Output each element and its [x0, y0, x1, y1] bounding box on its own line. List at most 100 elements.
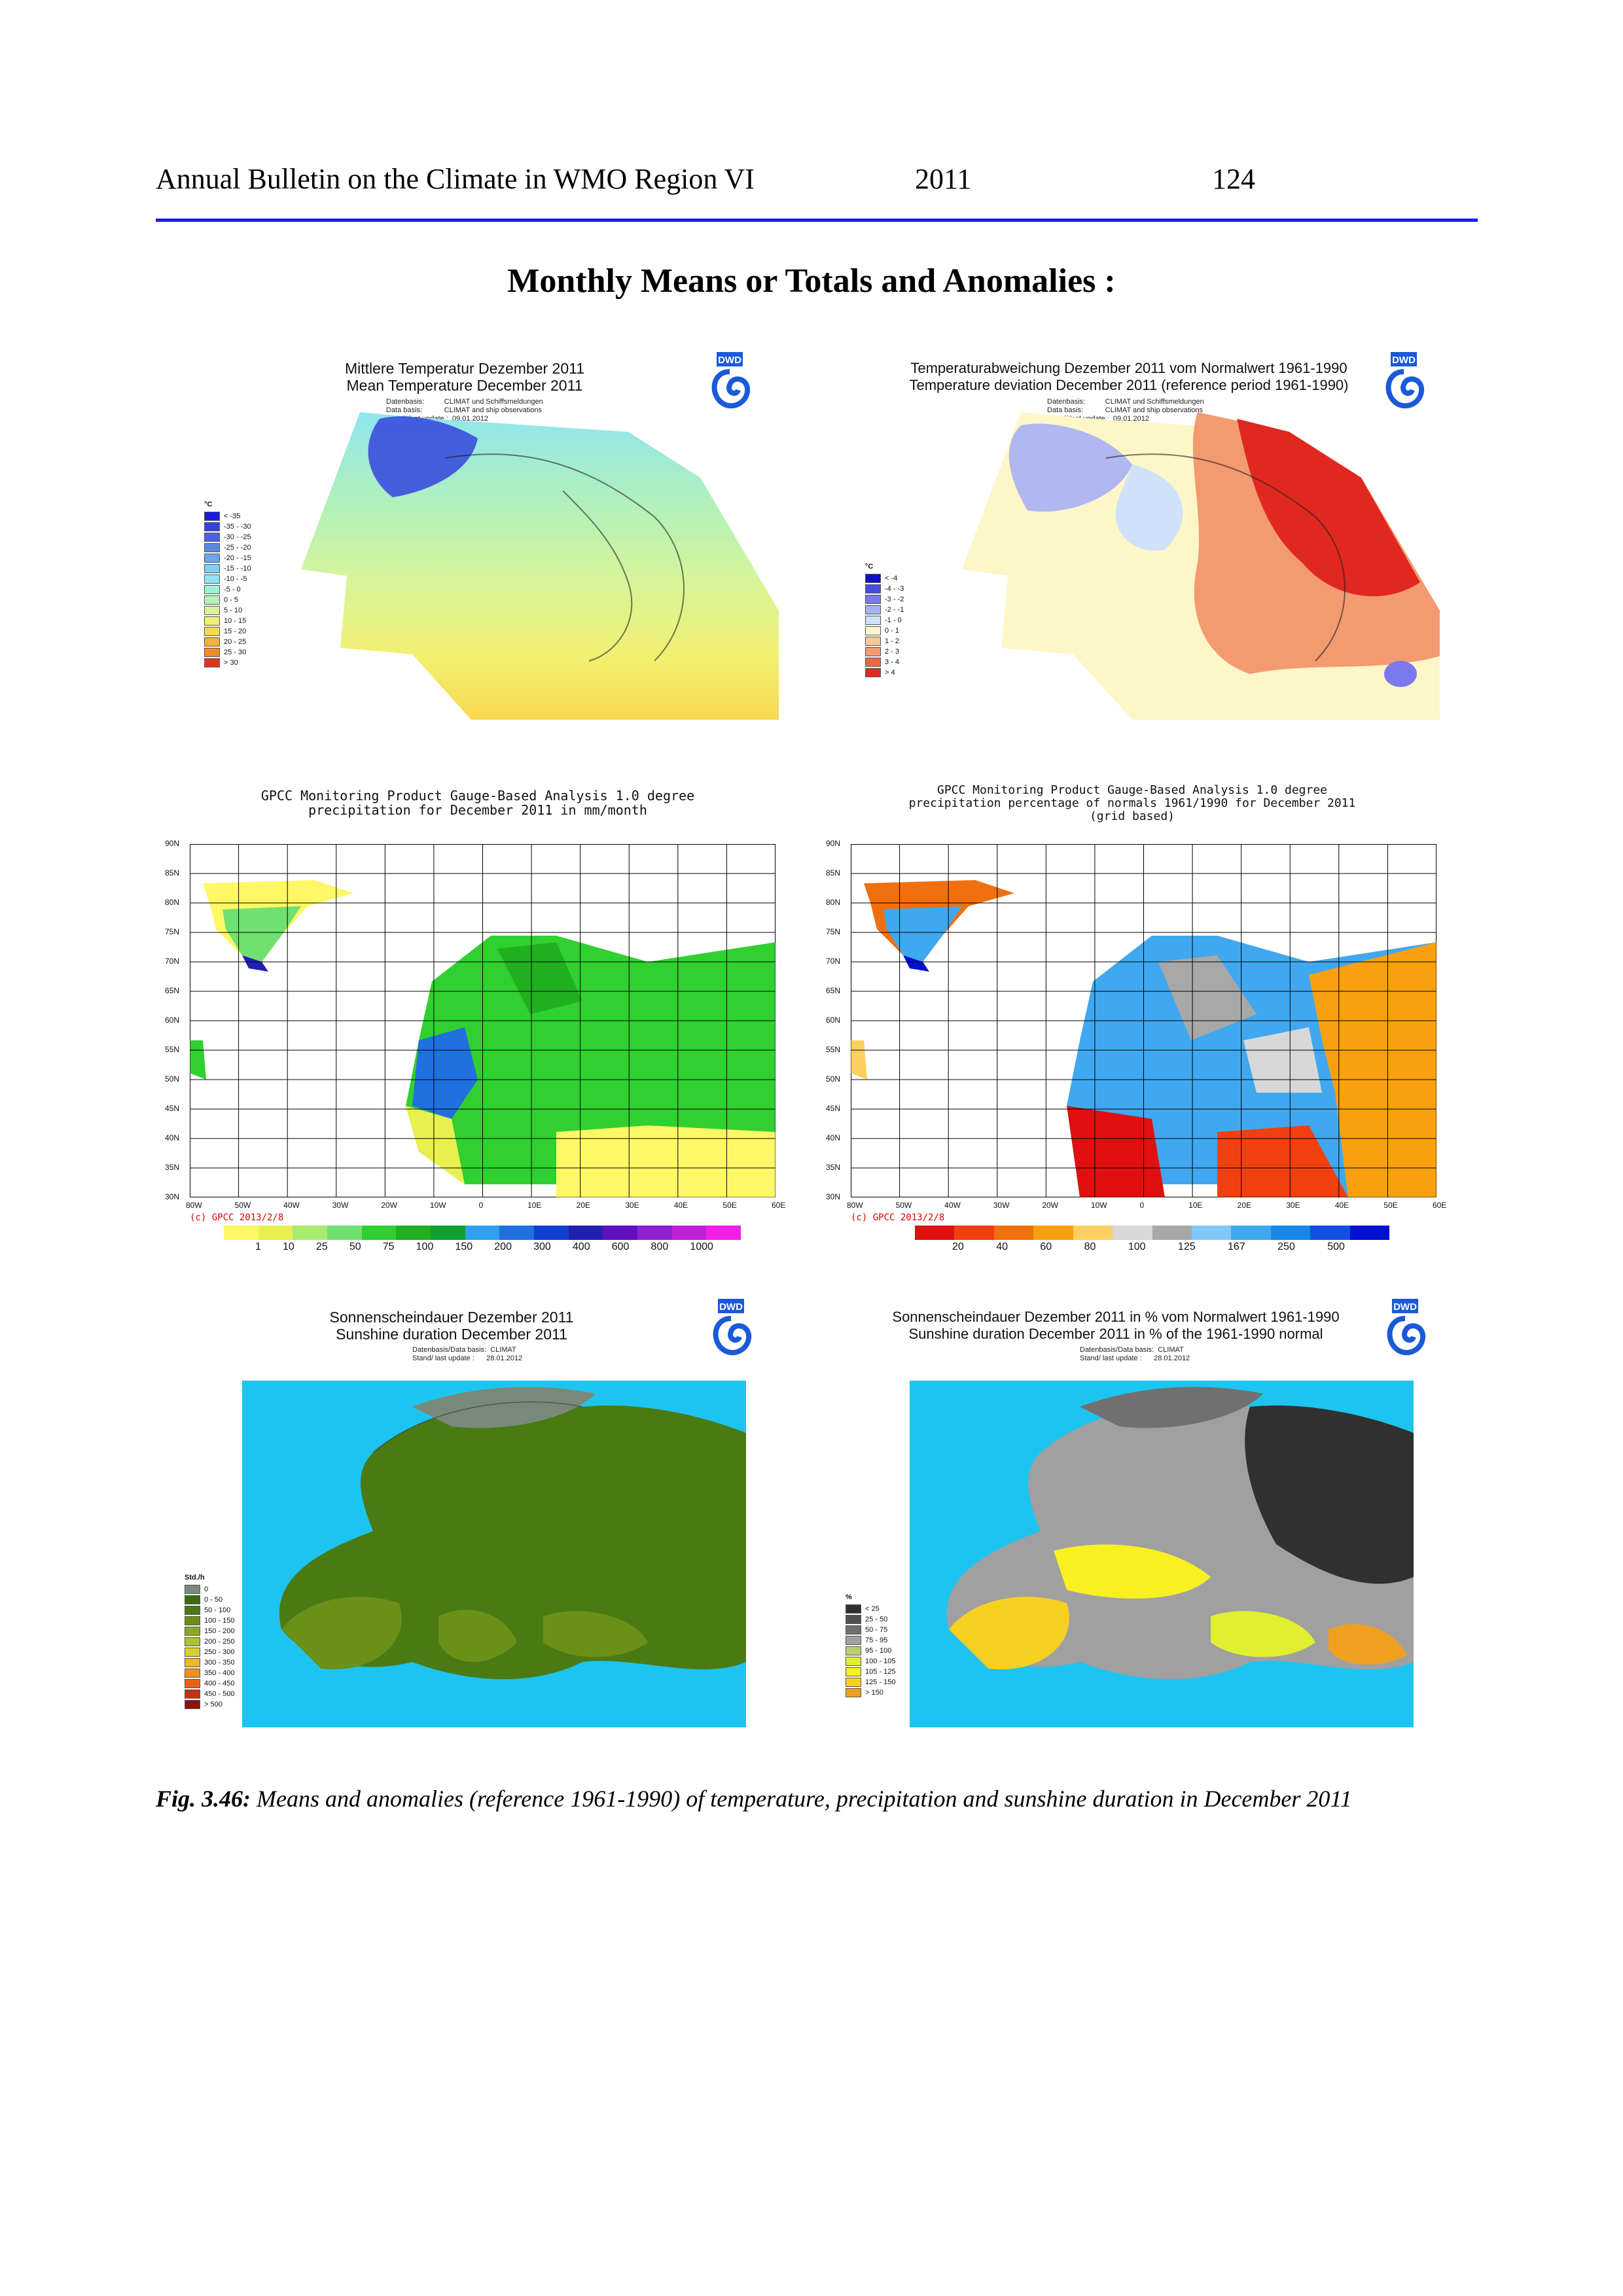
colorbar-segment [499, 1226, 535, 1240]
legend-item: 105 - 125 [846, 1667, 895, 1677]
precipitation-colorbar-labels: 1 10 25 50 75 100 150 200 300 400 600 800 1000 [255, 1241, 713, 1253]
dwd-logo: DWD [1382, 1299, 1428, 1374]
colorbar-segment [915, 1226, 955, 1240]
axis-tick-label: 40W [944, 1201, 961, 1210]
gpcc-percent-title: GPCC Monitoring Product Gauge-Based Anal… [908, 783, 1356, 823]
legend-label: 95 - 100 [865, 1647, 892, 1655]
panel-precipitation-percent: 90N 85N 80N 75N 70N 65N 60N 55N 50N 45N 40N 35N 30N … [818, 834, 1459, 1253]
panel-title-en: Temperature deviation December 2011 (ref… [909, 377, 1349, 393]
legend-label: -30 - -25 [224, 533, 251, 541]
colorbar-label: 20 [952, 1241, 964, 1252]
axis-tick-label: 60E [1433, 1201, 1447, 1210]
axis-tick-label: 60E [772, 1201, 786, 1210]
legend-mean-temperature: °C < -35 -35 - -30 -30 - -25 -25 - -20 -20 -… [204, 501, 251, 667]
legend-item: 10 - 15 [204, 616, 251, 626]
legend-swatch [846, 1625, 861, 1634]
legend-label: < -35 [224, 512, 241, 520]
legend-label: 250 - 300 [204, 1648, 235, 1656]
panel-title-de: Mittlere Temperatur Dezember 2011 [344, 360, 585, 377]
legend-label: > 150 [865, 1689, 883, 1697]
legend-item: 50 - 100 [185, 1605, 234, 1616]
legend-swatch [185, 1637, 200, 1646]
svg-text:DWD: DWD [1392, 355, 1416, 366]
axis-tick-label: 50W [234, 1201, 251, 1210]
legend-swatch [846, 1667, 861, 1676]
axis-tick-label: 85N [826, 868, 841, 877]
colorbar-label: 100 [1128, 1241, 1146, 1252]
mean-temperature-map [301, 412, 779, 720]
colorbar-label: 1 [255, 1241, 261, 1252]
legend-item: -25 - -20 [204, 542, 251, 553]
axis-tick-label: 10E [1188, 1201, 1203, 1210]
axis-tick-label: 70N [165, 957, 180, 966]
legend-swatch [204, 616, 220, 626]
axis-tick-label: 90N [826, 839, 841, 848]
colorbar-segment [1073, 1226, 1113, 1240]
legend-item: 25 - 50 [846, 1614, 895, 1625]
legend-swatch [204, 627, 220, 636]
percent-colorbar-labels: 20 40 60 80 100 125 167 250 500 [952, 1241, 1345, 1253]
legend-label: < 25 [865, 1605, 880, 1613]
legend-swatch [204, 595, 220, 605]
legend-label: -4 - -3 [885, 585, 904, 593]
legend-item: 200 - 250 [185, 1636, 234, 1647]
axis-tick-label: 80N [826, 898, 841, 907]
colorbar-segment [603, 1226, 638, 1240]
legend-swatch [185, 1648, 200, 1657]
legend-swatch [204, 658, 220, 667]
colorbar-segment [1310, 1226, 1350, 1240]
legend-label: 75 - 95 [865, 1636, 888, 1644]
legend-label: 0 - 5 [224, 596, 239, 604]
axis-tick-label: 30N [165, 1192, 180, 1201]
legend-swatch [185, 1679, 200, 1688]
legend-swatch [846, 1604, 861, 1614]
axis-tick-label: 45N [165, 1104, 180, 1113]
colorbar-label: 600 [611, 1241, 630, 1252]
legend-label: 350 - 400 [204, 1669, 235, 1677]
panel-mean-temperature: Mittlere Temperatur Dezember 2011 Mean T… [196, 347, 779, 720]
colorbar-segment [1231, 1226, 1271, 1240]
axis-tick-label: 40E [1334, 1201, 1349, 1210]
colorbar-segment [396, 1226, 431, 1240]
legend-swatch [865, 668, 881, 677]
axis-tick-label: 30E [625, 1201, 639, 1210]
panel-sunshine-percent: Sonnenscheindauer Dezember 2011 in % vom… [838, 1292, 1446, 1731]
colorbar-label: 400 [572, 1241, 590, 1252]
colorbar-segment [327, 1226, 362, 1240]
percent-colorbar [915, 1226, 1390, 1240]
colorbar-segment [1349, 1226, 1390, 1240]
legend-item: < -4 [865, 573, 904, 584]
legend-item: 3 - 4 [865, 657, 904, 667]
panel-title-de: Temperaturabweichung Dezember 2011 vom N… [910, 360, 1347, 376]
legend-swatch [185, 1700, 200, 1709]
gpcc-copyright: (c) GPCC 2013/2/8 [851, 1212, 945, 1223]
colorbar-segment [1191, 1226, 1232, 1240]
axis-tick-label: 20E [576, 1201, 591, 1210]
axis-tick-label: 30W [332, 1201, 349, 1210]
legend-item: 0 [185, 1584, 234, 1595]
legend-item: 125 - 150 [846, 1677, 895, 1687]
axis-tick-label: 60N [826, 1016, 841, 1025]
axis-tick-label: 10E [527, 1201, 542, 1210]
colorbar-label: 60 [1040, 1241, 1052, 1252]
legend-label: 10 - 15 [224, 617, 247, 625]
axis-tick-label: 50E [1383, 1201, 1398, 1210]
panel-title-de: Sonnenscheindauer Dezember 2011 [329, 1309, 574, 1326]
colorbar-label: 25 [315, 1241, 328, 1252]
legend-item: -3 - -2 [865, 594, 904, 605]
legend-swatch [204, 522, 220, 531]
axis-tick-label: 60N [165, 1016, 180, 1025]
axis-tick-label: 30N [826, 1192, 841, 1201]
precipitation-map [190, 844, 776, 1197]
legend-label: > 30 [224, 659, 238, 667]
legend-item: 400 - 450 [185, 1678, 234, 1689]
legend-swatch [185, 1669, 200, 1678]
legend-label: 105 - 125 [865, 1668, 896, 1676]
colorbar-label: 10 [283, 1241, 294, 1252]
colorbar-segment [671, 1226, 707, 1240]
legend-label: 150 - 200 [204, 1627, 235, 1635]
legend-item: 0 - 50 [185, 1595, 234, 1605]
legend-label: -2 - -1 [885, 606, 904, 614]
